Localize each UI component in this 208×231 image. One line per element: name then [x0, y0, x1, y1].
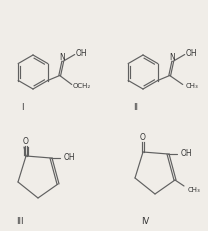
Text: CH₃: CH₃: [188, 187, 200, 193]
Text: OH: OH: [186, 49, 198, 58]
Text: O: O: [23, 137, 29, 146]
Text: O: O: [140, 133, 146, 142]
Text: OH: OH: [63, 154, 75, 162]
Text: III: III: [16, 218, 24, 227]
Text: OH: OH: [180, 149, 192, 158]
Text: I: I: [21, 103, 23, 112]
Text: OCH₂: OCH₂: [73, 82, 91, 88]
Text: IV: IV: [141, 218, 149, 227]
Text: N: N: [169, 53, 175, 62]
Text: N: N: [59, 53, 65, 62]
Text: II: II: [134, 103, 139, 112]
Text: OH: OH: [76, 49, 88, 58]
Text: CH₃: CH₃: [185, 82, 198, 88]
